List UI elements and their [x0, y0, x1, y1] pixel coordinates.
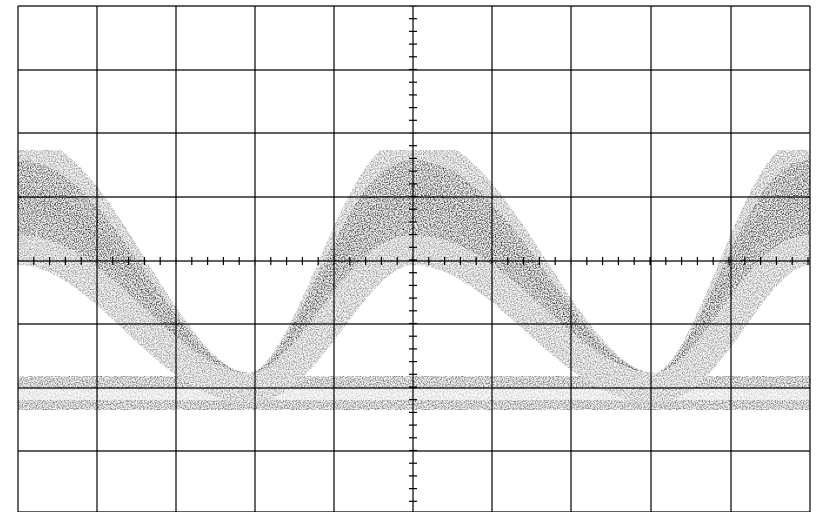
eye-trace	[6, 235, 822, 403]
baseline-core	[18, 388, 810, 400]
eye-traces	[6, 135, 822, 410]
graticule	[17, 5, 811, 512]
